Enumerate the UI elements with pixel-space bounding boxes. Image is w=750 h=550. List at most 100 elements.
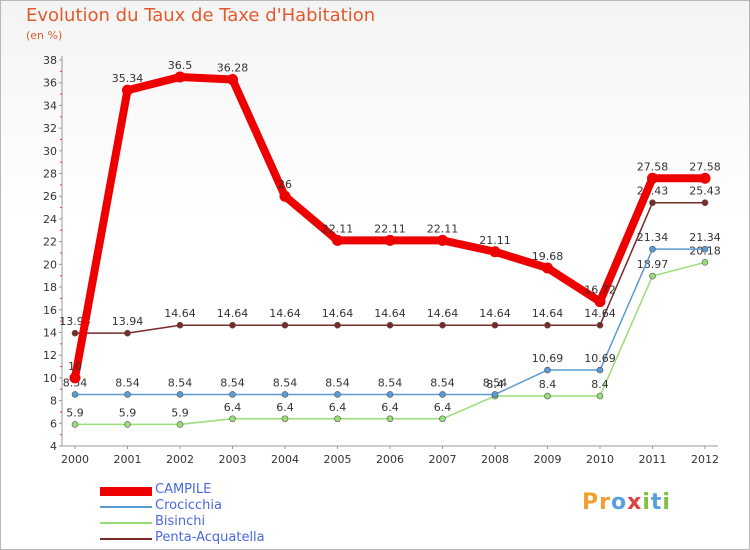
data-point — [386, 391, 394, 398]
logo-letter: t — [650, 490, 663, 515]
legend-item-bisinchi: Bisinchi — [100, 514, 320, 532]
data-point — [596, 321, 604, 329]
data-label: 5.9 — [119, 406, 137, 419]
data-label: 6.4 — [434, 401, 452, 414]
chart-subtitle: (en %) — [26, 29, 63, 42]
data-point — [544, 392, 551, 400]
x-tick-label: 2002 — [166, 453, 194, 466]
logo-letter: x — [627, 490, 643, 515]
data-label: 8.54 — [378, 376, 403, 389]
data-point — [281, 321, 289, 329]
data-point — [281, 415, 289, 423]
data-label: 10.69 — [584, 352, 616, 365]
legend-label: Crocicchia — [155, 498, 222, 513]
data-label: 14.64 — [479, 307, 511, 320]
x-tick-label: 2006 — [376, 453, 404, 466]
data-label: 14.64 — [269, 307, 301, 320]
data-point — [71, 329, 79, 337]
data-point — [124, 329, 131, 337]
logo-letter: i — [662, 490, 671, 515]
data-label: 8.54 — [325, 376, 350, 389]
data-point — [439, 415, 446, 423]
y-tick-label: 32 — [43, 122, 57, 135]
data-point — [542, 262, 553, 274]
data-label: 14.64 — [584, 307, 616, 320]
x-tick-label: 2000 — [61, 453, 89, 466]
data-label: 14.64 — [532, 307, 564, 320]
data-label: 21.11 — [479, 234, 511, 247]
chart-title: Evolution du Taux de Taxe d'Habitation — [26, 5, 376, 26]
data-label: 8.54 — [220, 376, 245, 389]
data-point — [229, 391, 236, 398]
legend-swatch — [100, 487, 152, 496]
data-label: 8.4 — [486, 378, 504, 391]
data-label: 22.11 — [322, 222, 354, 235]
data-label: 14.64 — [217, 307, 249, 320]
data-point — [174, 71, 186, 83]
y-tick-label: 8 — [50, 395, 57, 408]
data-label: 8.54 — [168, 376, 193, 389]
data-label: 14.64 — [322, 307, 354, 320]
data-point — [647, 172, 658, 184]
legend-swatch — [100, 506, 152, 508]
data-point — [491, 391, 499, 398]
data-label: 14.64 — [374, 307, 406, 320]
data-point — [596, 392, 604, 400]
legend-label: Bisinchi — [155, 514, 206, 529]
x-tick-label: 2011 — [639, 453, 667, 466]
data-label: 8.54 — [273, 376, 298, 389]
data-label: 21.34 — [637, 231, 669, 244]
data-label: 5.9 — [171, 406, 189, 419]
x-tick-label: 2004 — [271, 453, 299, 466]
y-tick-label: 12 — [43, 349, 57, 362]
legend-item-campile: CAMPILE — [100, 482, 320, 500]
y-tick-label: 10 — [43, 372, 57, 385]
data-label: 6.4 — [381, 401, 399, 414]
data-point — [649, 272, 656, 280]
legend-swatch — [100, 538, 152, 540]
data-point — [229, 321, 236, 329]
data-label: 14.64 — [427, 307, 459, 320]
data-point — [69, 372, 81, 384]
data-label: 16.72 — [584, 284, 616, 297]
data-point — [701, 259, 709, 266]
data-point — [544, 321, 551, 329]
data-label: 27.58 — [637, 160, 669, 173]
data-label: 36.5 — [168, 59, 193, 72]
legend-swatch — [100, 522, 152, 524]
logo-letter: r — [599, 490, 611, 515]
data-point — [596, 366, 604, 374]
data-point — [544, 366, 551, 374]
data-point — [439, 391, 446, 398]
data-point — [594, 296, 606, 308]
y-tick-label: 38 — [43, 54, 57, 67]
legend-item-penta-acquatella: Penta-Acquatella — [100, 530, 320, 548]
data-point — [281, 391, 289, 398]
x-tick-label: 2003 — [219, 453, 247, 466]
data-point — [386, 415, 394, 423]
data-point — [229, 415, 236, 423]
data-point — [649, 245, 656, 253]
y-tick-label: 4 — [50, 440, 57, 453]
data-label: 35.34 — [112, 72, 144, 85]
data-point — [491, 321, 499, 329]
data-label: 13.94 — [112, 315, 144, 328]
data-label: 6.4 — [276, 401, 294, 414]
data-point — [176, 391, 184, 398]
y-tick-label: 18 — [43, 281, 57, 294]
data-point — [699, 172, 711, 184]
x-tick-label: 2007 — [429, 453, 457, 466]
y-tick-label: 28 — [43, 168, 57, 181]
data-label: 6.4 — [329, 401, 347, 414]
data-point — [334, 391, 341, 398]
data-label: 22.11 — [427, 222, 459, 235]
y-tick-label: 22 — [43, 236, 57, 249]
data-point — [176, 321, 184, 329]
data-point — [122, 84, 133, 96]
logo-letter: o — [610, 490, 628, 515]
data-point — [124, 421, 131, 428]
x-tick-label: 2005 — [324, 453, 352, 466]
data-label: 8.4 — [539, 378, 557, 391]
y-tick-label: 20 — [43, 258, 57, 271]
